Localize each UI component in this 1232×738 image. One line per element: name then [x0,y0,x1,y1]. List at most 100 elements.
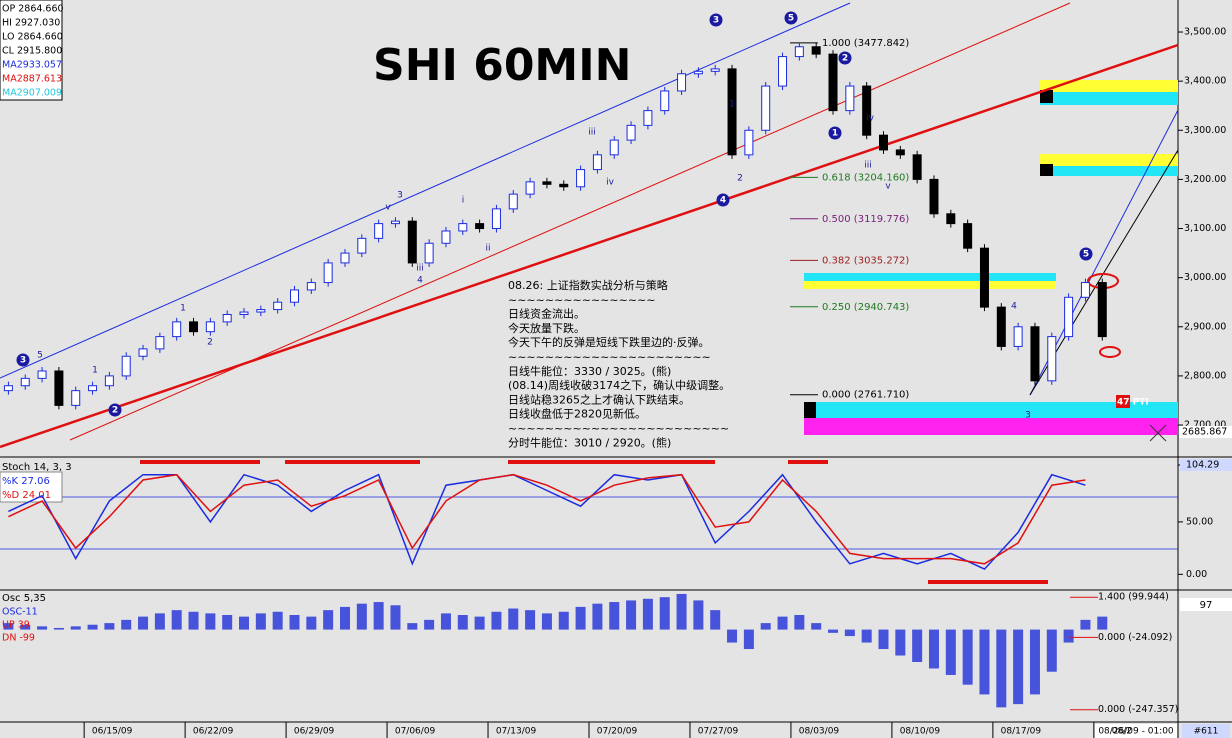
wave-circle [828,126,842,140]
osc-bar [70,626,81,630]
osc-bar [676,593,687,630]
candle [1030,326,1040,382]
osc-bar [222,615,233,630]
level-box [804,402,1178,418]
cross [1149,424,1167,442]
osc-bar [996,629,1007,708]
wave-label: 2 [737,174,743,184]
wave-label: 1 [729,100,735,110]
candle [828,53,838,112]
candle [390,220,400,225]
osc-bar [356,603,367,630]
wave-circle [16,353,30,367]
level-box [1040,92,1178,105]
candle [172,321,182,338]
stoch-info [0,471,63,503]
candle [407,220,417,264]
value-box [1180,598,1232,611]
osc-bar [121,619,132,630]
candle [1013,326,1023,347]
candle [290,289,299,303]
wave-label: 3 [20,356,26,366]
osc-bar [592,603,603,630]
wave-label: 4 [1011,302,1017,312]
osc-bar [457,615,468,630]
candle [710,68,720,72]
osc-bar [390,605,401,630]
osc-bar [1063,629,1074,643]
candle [138,348,148,357]
level-marker [1040,90,1053,103]
x-tick-label: 07/27/09 [698,727,739,737]
fib-label: 0.000 (2761.710) [822,390,909,401]
candle [946,213,956,225]
y-tick-label: 3,500.00 [1184,27,1226,38]
chart-title: SHI 60MIN [373,40,631,91]
candle [441,230,451,244]
osc-bar [87,624,98,630]
osc-bar [626,600,637,630]
osc-label: UP 39 [2,620,30,631]
osc-bar [811,623,822,630]
note-line: 日线资金流出。 [508,307,585,321]
x-tick-label: 07/06/09 [395,727,436,737]
y-tick-label: 104.29 [1186,459,1219,470]
osc-bar [104,623,115,630]
y-tick-label: 3,300.00 [1184,125,1226,136]
osc-bar [928,629,939,669]
level-box [1040,154,1178,166]
candle [794,46,804,58]
wave-label: 2 [842,54,848,64]
osc-bar [154,613,165,630]
candle [879,134,888,151]
stoch-title: Stoch 14, 3, 3 [2,462,72,473]
wave-label: 2 [112,406,118,416]
x-tick-label: 08/10/09 [900,727,941,737]
osc-bar [20,624,31,630]
y-tick-label: 2,900.00 [1184,321,1226,332]
wave-circle [709,13,723,27]
candle [458,223,468,232]
info-line: CL 2915.800 [2,46,62,57]
x-tick-label: 06/29/09 [294,727,335,737]
x-tick-label: 08/17/09 [1001,727,1042,737]
note-line: 08.26: 上证指数实战分析与策略 [508,278,668,292]
osc-bar [239,616,250,630]
wave-label: 4 [417,276,423,286]
osc-bar [440,613,451,630]
osc-bar [188,611,199,630]
wave-label: 5 [37,351,43,361]
osc-bar [474,616,485,630]
candle [121,355,131,377]
note-line: ~~~~~~~~~~~~~~~~ [508,293,655,306]
candle [609,139,619,156]
osc-bar [1097,616,1108,630]
candle [104,375,114,387]
candle [37,370,47,379]
note-line: 今天放量下跌。 [508,321,585,335]
last-price-box [1179,425,1232,438]
x-tick-label: 07/13/09 [496,727,537,737]
candle [256,309,266,313]
candle [239,311,249,315]
note-line: 日线站稳3265之上才确认下跌结束。 [508,392,690,406]
note-line: ~~~~~~~~~~~~~~~~~~~~~~~~ [508,422,729,435]
osc-bar [794,615,805,630]
candle [525,181,535,195]
candle [576,169,586,188]
fib-label: 0.618 (3204.160) [822,172,909,183]
y-tick-label: 3,100.00 [1184,223,1226,234]
wave-label: v [885,182,891,192]
osc-level-label: 0.000 (-247.357) [1098,704,1178,715]
osc-level-label: 0.000 (-24.092) [1098,632,1172,643]
y-tick-label: 0.00 [1186,569,1207,580]
osc-bar [844,629,855,637]
osc-bar [659,597,670,630]
osc-bar [828,629,839,633]
note-line: 日线收盘低于2820见新低。 [508,407,646,421]
osc-bar [339,606,350,630]
highlight [1099,346,1121,358]
osc-bar [508,608,519,630]
osc-bar [945,629,956,675]
